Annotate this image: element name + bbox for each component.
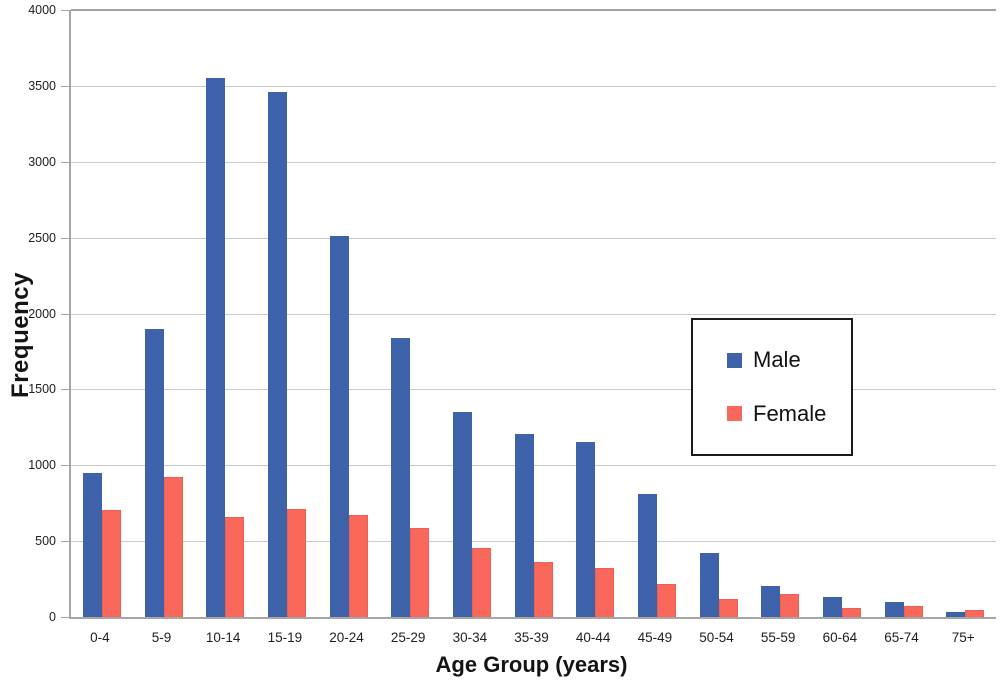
bar-male-30-34	[452, 412, 472, 617]
y-tick-label: 2000	[28, 306, 56, 321]
y-tick-mark	[61, 465, 69, 467]
gridline	[71, 161, 996, 163]
bar-male-60-64	[822, 597, 842, 617]
x-tick-label: 10-14	[205, 630, 241, 645]
x-tick-label: 25-29	[390, 630, 426, 645]
legend-label: Female	[753, 400, 827, 426]
gridline	[71, 237, 996, 239]
gridline	[71, 465, 996, 467]
legend: Male Female	[691, 318, 853, 456]
bar-female-15-19	[286, 509, 306, 617]
gridline	[71, 541, 996, 543]
bar-female-10-14	[225, 517, 245, 617]
bar-male-65-74	[884, 602, 904, 617]
y-tick-label: 3500	[28, 78, 56, 93]
gridline	[71, 9, 996, 11]
plot-area	[69, 9, 996, 619]
y-tick-label: 1000	[28, 458, 56, 473]
y-tick-label: 500	[35, 534, 56, 549]
y-tick-mark	[61, 313, 69, 315]
y-tick-label: 3000	[28, 154, 56, 169]
x-tick-label: 40-44	[575, 630, 611, 645]
gridline	[71, 85, 996, 87]
x-tick-label: 20-24	[329, 630, 364, 645]
y-tick-mark	[61, 85, 69, 87]
x-tick-label: 65-74	[884, 630, 919, 645]
gridline	[71, 313, 996, 315]
bar-male-0-4	[82, 473, 102, 617]
gridline	[71, 389, 996, 391]
bar-male-45-49	[637, 494, 657, 617]
bar-female-40-44	[595, 568, 615, 617]
bar-female-25-29	[410, 528, 430, 617]
bar-female-30-34	[471, 548, 491, 617]
bar-female-75+	[965, 610, 985, 617]
bar-female-65-74	[903, 606, 923, 617]
bar-male-55-59	[761, 586, 781, 617]
y-tick-label: 2500	[28, 230, 56, 245]
y-tick-mark	[61, 541, 69, 543]
bar-female-55-59	[780, 594, 800, 617]
x-tick-label: 0-4	[90, 630, 110, 645]
x-tick-label: 55-59	[760, 630, 796, 645]
legend-item-female: Female	[727, 401, 851, 427]
bar-male-5-9	[144, 329, 164, 617]
x-tick-label: 60-64	[822, 630, 858, 645]
y-tick-label: 1500	[28, 382, 56, 397]
bar-male-15-19	[267, 92, 287, 617]
x-tick-label: 5-9	[151, 630, 172, 645]
bar-male-50-54	[699, 553, 719, 617]
y-tick-mark	[61, 161, 69, 163]
bar-female-45-49	[656, 584, 676, 617]
y-tick-mark	[61, 10, 69, 11]
bar-male-20-24	[329, 236, 349, 617]
bar-male-75+	[946, 612, 966, 617]
bar-male-40-44	[576, 442, 596, 617]
x-tick-label: 30-34	[452, 630, 488, 645]
y-tick-label: 0	[49, 610, 56, 624]
bar-female-35-39	[533, 562, 553, 617]
x-tick-label: 75+	[951, 630, 975, 645]
x-tick-label: 45-49	[637, 630, 673, 645]
bar-female-5-9	[163, 477, 183, 617]
y-tick-mark	[61, 237, 69, 239]
x-axis-title: Age Group (years)	[435, 652, 628, 677]
x-tick-label: 15-19	[267, 630, 303, 645]
legend-swatch-female	[727, 406, 742, 422]
bar-female-60-64	[841, 608, 861, 617]
bar-male-25-29	[391, 338, 411, 617]
bar-male-35-39	[514, 434, 534, 617]
y-tick-label: 4000	[28, 3, 56, 17]
legend-item-male: Male	[727, 347, 851, 373]
bar-female-0-4	[101, 510, 121, 617]
legend-label: Male	[753, 347, 801, 373]
x-tick-label: 50-54	[699, 630, 734, 645]
y-tick-mark	[61, 389, 69, 391]
bar-female-20-24	[348, 515, 368, 617]
y-tick-mark	[61, 617, 69, 618]
bar-female-50-54	[718, 599, 738, 617]
x-tick-label: 35-39	[514, 630, 549, 645]
bar-male-10-14	[206, 78, 226, 617]
legend-swatch-male	[727, 352, 742, 368]
